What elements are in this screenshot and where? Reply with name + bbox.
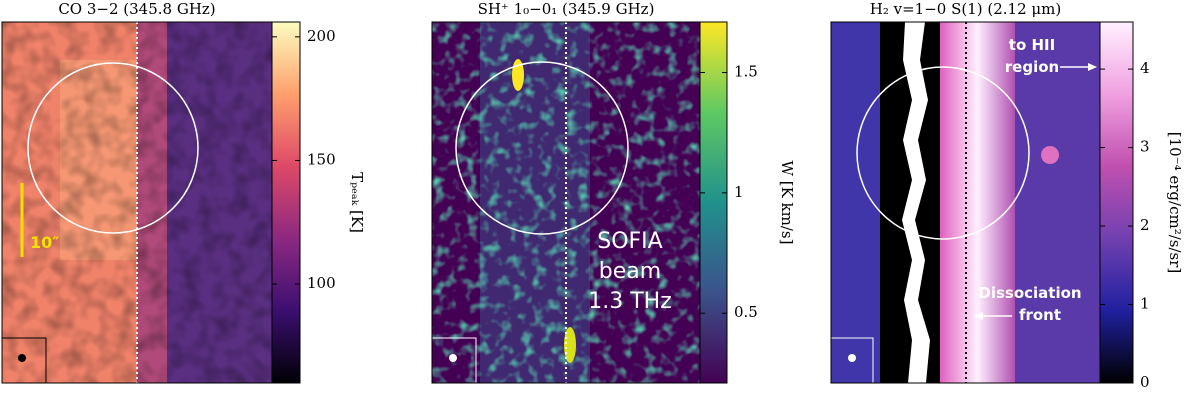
scale-label: 10″ (30, 233, 59, 252)
colorbar (1099, 21, 1134, 384)
colorbar-tick-label: 1.5 (734, 63, 758, 81)
colorbar (699, 21, 728, 384)
annotation: beam (599, 259, 661, 284)
annotation: region (1005, 58, 1059, 76)
colorbar-tick-label: 2 (1140, 216, 1150, 234)
annotation: Dissociation (978, 284, 1081, 302)
map-panel-3: to HII region Dissociation front (830, 21, 1101, 384)
map-panel-1: 10″ (1, 21, 273, 384)
colorbar-tick-label: 0 (1140, 373, 1150, 391)
map-panel-2: SOFIA beam 1.3 THz (431, 21, 701, 384)
colorbar-tick-label: 3 (1140, 138, 1150, 156)
colorbar-tick-label: 4 (1140, 59, 1150, 77)
colorbar-tick-label: 1 (734, 183, 744, 201)
annotation: SOFIA (597, 229, 662, 254)
colorbar-label: W [K km/s] (778, 161, 796, 245)
colorbar-tick-label: 200 (307, 27, 336, 45)
colorbar-tick-label: 100 (307, 274, 336, 292)
colorbar-label: Tₚₑₐₖ [K] (348, 172, 366, 233)
colorbar-tick-label: 150 (307, 150, 336, 168)
panel-title: H₂ v=1−0 S(1) (2.12 μm) (870, 0, 1061, 18)
colorbar-tick-label: 1 (1140, 295, 1150, 313)
annotation: 1.3 THz (588, 289, 672, 314)
annotation: to HII (1009, 36, 1055, 54)
colorbar-label: [10⁻⁴ erg/cm²/s/sr] (1166, 132, 1184, 274)
colorbar-tick-label: 0.5 (734, 303, 758, 321)
annotation: front (1019, 306, 1061, 324)
panel-title: CO 3−2 (345.8 GHz) (58, 0, 215, 18)
panel-title: SH⁺ 1₀−0₁ (345.9 GHz) (478, 0, 655, 18)
colorbar (271, 21, 301, 384)
